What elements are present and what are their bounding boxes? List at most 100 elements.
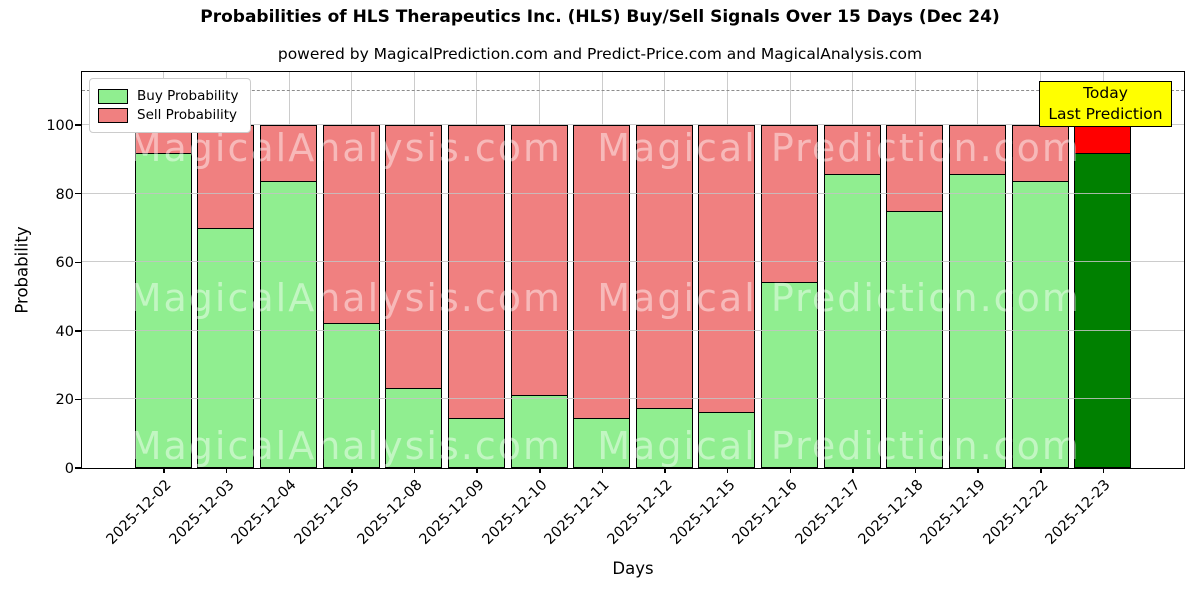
today-annotation-line1: Today bbox=[1083, 84, 1128, 102]
bar-segment-buy bbox=[762, 282, 818, 467]
bar-segment-buy bbox=[511, 394, 567, 468]
grid-line-horizontal bbox=[82, 261, 1184, 263]
bar-slot: 2025-12-22 bbox=[980, 72, 1072, 548]
watermark-text: Magical Prediction.com bbox=[597, 125, 1081, 170]
bar-slot: 2025-12-03 bbox=[166, 72, 258, 548]
stacked-bar bbox=[823, 125, 881, 468]
y-tick-mark bbox=[75, 261, 81, 264]
bar-segment-buy bbox=[135, 153, 191, 467]
bar-slot: 2025-12-23 bbox=[1043, 72, 1134, 548]
x-tick-mark bbox=[852, 468, 854, 473]
legend-swatch-buy bbox=[98, 88, 128, 104]
legend-item: Buy Probability bbox=[98, 88, 238, 104]
bar-slot: 2025-12-16 bbox=[730, 72, 821, 548]
bar-slot: 2025-12-15 bbox=[667, 72, 759, 548]
watermark-text: Magical Prediction.com bbox=[597, 423, 1081, 468]
legend-item-label: Buy Probability bbox=[137, 88, 239, 104]
x-tick-mark bbox=[789, 468, 792, 473]
y-tick-mark bbox=[75, 192, 81, 195]
y-tick-label: 60 bbox=[55, 255, 74, 272]
bar-slot: 2025-12-18 bbox=[855, 72, 947, 548]
bar-segment-buy bbox=[323, 323, 379, 467]
legend: Buy Probability Sell Probability bbox=[89, 78, 252, 133]
y-tick-label: 0 bbox=[64, 461, 74, 477]
bar-segment-sell bbox=[1075, 126, 1131, 154]
x-tick-mark bbox=[539, 468, 541, 473]
bar-segment-buy bbox=[824, 173, 880, 467]
stacked-bar bbox=[197, 125, 255, 468]
bar-slot: 2025-12-11 bbox=[542, 72, 633, 548]
bar-segment-buy bbox=[1075, 153, 1131, 467]
bars-container: 2025-12-02 2025-12-03 2025-12-04 2025-12-05… bbox=[82, 72, 1184, 548]
bar-segment-sell bbox=[699, 126, 755, 412]
y-tick-label: 40 bbox=[55, 323, 74, 340]
x-tick-label: 2025-12-05 bbox=[291, 477, 363, 548]
y-tick-mark bbox=[75, 330, 81, 332]
bar-slot: 2025-12-04 bbox=[229, 72, 320, 548]
y-tick-mark bbox=[75, 124, 81, 126]
x-tick-label: 2025-12-02 bbox=[103, 477, 175, 548]
x-tick-label: 2025-12-12 bbox=[604, 477, 676, 548]
legend-item: Sell Probability bbox=[98, 107, 238, 123]
chart-title: Probabilities of HLS Therapeutics Inc. (… bbox=[200, 7, 1000, 27]
stacked-bar bbox=[134, 125, 192, 468]
x-tick-mark bbox=[163, 468, 165, 473]
bar-segment-buy bbox=[198, 228, 254, 467]
stacked-bar bbox=[1074, 125, 1132, 468]
bar-slot: 2025-12-05 bbox=[292, 72, 383, 548]
bar-segment-sell bbox=[323, 126, 379, 324]
stacked-bar bbox=[698, 125, 756, 468]
x-tick-label: 2025-12-19 bbox=[917, 477, 989, 548]
bar-segment-sell bbox=[198, 126, 254, 229]
x-tick-label: 2025-12-18 bbox=[855, 477, 927, 548]
bar-segment-sell bbox=[1012, 126, 1068, 181]
y-tick-mark bbox=[75, 467, 81, 469]
watermark-text: MagicalAnalysis.com bbox=[128, 275, 563, 320]
watermark-text: Magical Prediction.com bbox=[597, 275, 1081, 320]
y-tick-label: 20 bbox=[55, 392, 74, 409]
x-tick-label: 2025-12-15 bbox=[667, 477, 739, 548]
x-tick-label: 2025-12-23 bbox=[1043, 477, 1115, 548]
stacked-bar bbox=[385, 125, 443, 468]
x-tick-label: 2025-12-22 bbox=[980, 477, 1052, 548]
x-tick-label: 2025-12-03 bbox=[166, 477, 238, 548]
stacked-bar bbox=[761, 125, 819, 468]
stacked-bar bbox=[886, 125, 944, 468]
x-tick-mark bbox=[914, 468, 917, 473]
bar-segment-sell bbox=[448, 126, 504, 419]
bar-segment-sell bbox=[762, 126, 818, 283]
bar-slot: 2025-12-08 bbox=[354, 72, 446, 548]
threshold-dashed-line bbox=[82, 89, 1184, 91]
x-tick-mark bbox=[351, 468, 353, 473]
x-tick-mark bbox=[601, 468, 604, 473]
legend-item-label: Sell Probability bbox=[137, 107, 238, 123]
stacked-bar bbox=[260, 125, 318, 468]
x-tick-label: 2025-12-11 bbox=[542, 477, 614, 548]
today-annotation-line2: Last Prediction bbox=[1048, 105, 1163, 123]
bar-segment-buy bbox=[448, 418, 504, 467]
plot-area: 2025-12-02 2025-12-03 2025-12-04 2025-12-05… bbox=[46, 71, 1185, 548]
stacked-bar bbox=[635, 125, 693, 468]
chart-subtitle: powered by MagicalPrediction.com and Pre… bbox=[277, 45, 923, 63]
grid-line-horizontal bbox=[82, 329, 1184, 331]
stacked-bar bbox=[510, 125, 568, 468]
bar-slot: 2025-12-19 bbox=[918, 72, 1009, 548]
x-tick-mark bbox=[664, 468, 666, 473]
x-tick-mark bbox=[1102, 468, 1105, 473]
stacked-bar bbox=[948, 125, 1006, 468]
bar-slot: 2025-12-02 bbox=[104, 72, 195, 548]
bar-segment-buy bbox=[386, 387, 442, 468]
x-tick-label: 2025-12-16 bbox=[729, 477, 801, 548]
bar-segment-sell bbox=[949, 126, 1005, 174]
bar-slot: 2025-12-10 bbox=[479, 72, 571, 548]
y-tick-label: 100 bbox=[46, 118, 74, 135]
bar-segment-sell bbox=[574, 126, 630, 419]
grid-line-horizontal bbox=[82, 398, 1184, 400]
today-annotation: Today Last Prediction bbox=[1039, 81, 1172, 127]
bar-segment-sell bbox=[887, 126, 943, 212]
x-tick-mark bbox=[977, 468, 979, 473]
bar-segment-buy bbox=[574, 418, 630, 467]
watermark-text: MagicalAnalysis.com bbox=[128, 423, 563, 468]
stacked-bar bbox=[573, 125, 631, 468]
